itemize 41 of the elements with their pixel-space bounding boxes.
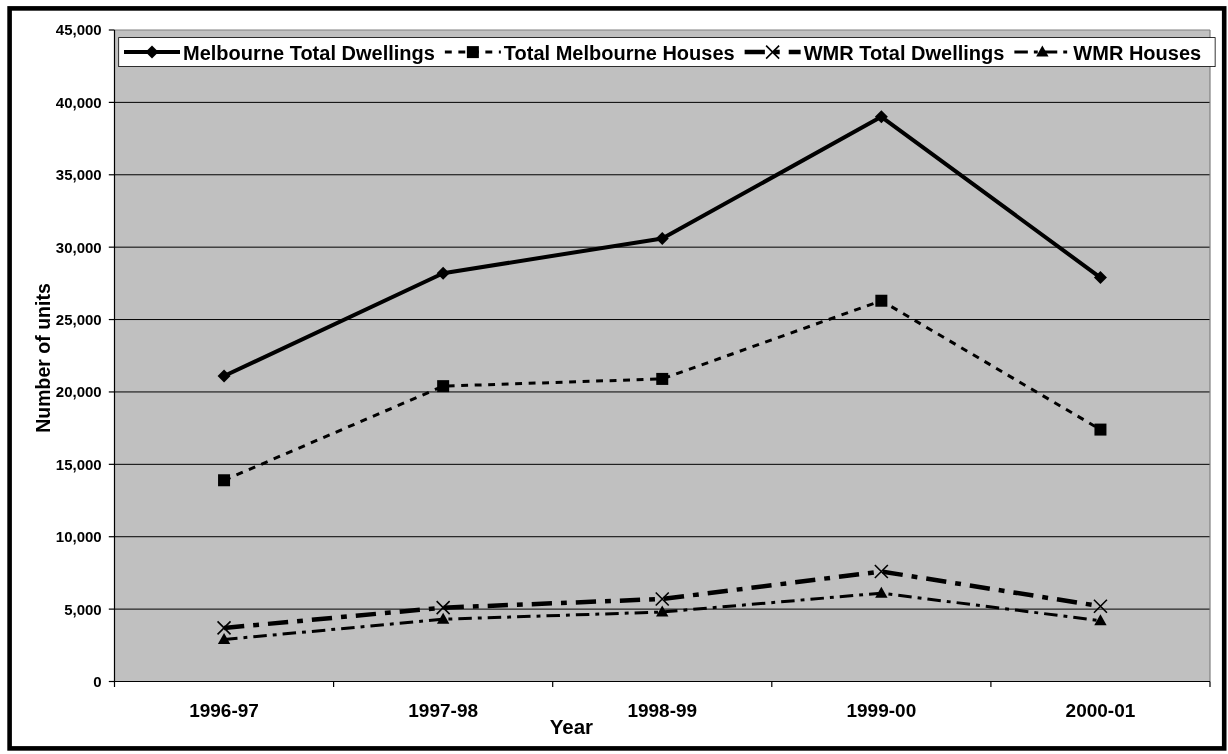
point [217,369,231,383]
point [216,620,232,636]
point [656,605,669,617]
legend-label: Melbourne Total Dwellings [183,42,435,65]
y-tick-label: 25,000 [55,310,102,328]
point [1094,423,1107,436]
y-tick-label: 35,000 [55,166,102,184]
y-tick-label: 20,000 [55,383,102,401]
y-tick-label: 30,000 [55,238,102,256]
x-tick-label: 2000-01 [1065,700,1136,721]
y-tick-label: 15,000 [55,455,102,473]
point [875,294,888,307]
y-tick-label: 40,000 [55,93,102,111]
y-tick-label: 5,000 [64,600,102,618]
point [655,231,669,245]
legend-label: WMR Total Dwellings [803,42,1005,65]
point [1094,614,1107,626]
point [1093,598,1108,614]
y-tick-label: 45,000 [55,21,102,39]
point [435,600,451,615]
x-tick-label: 1996-97 [189,700,259,721]
point [217,633,231,645]
legend-label: WMR Houses [1073,42,1202,65]
x-axis-title: Year [549,715,594,738]
point [874,564,889,579]
point [218,474,231,487]
legend-label: Total Melbourne Houses [503,42,735,65]
x-tick-label: 1998-99 [627,700,698,721]
point [874,110,888,124]
point [875,586,888,598]
point [437,380,450,393]
point [656,372,669,385]
y-tick-label: 10,000 [55,528,102,546]
y-axis-title: Number of units [31,283,54,433]
y-tick-label: 0 [93,672,102,690]
point [436,266,450,280]
point [1093,271,1107,285]
x-tick-label: 1999-00 [846,700,917,721]
x-tick-label: 1997-98 [408,700,479,721]
point [436,612,450,624]
point [654,591,670,607]
